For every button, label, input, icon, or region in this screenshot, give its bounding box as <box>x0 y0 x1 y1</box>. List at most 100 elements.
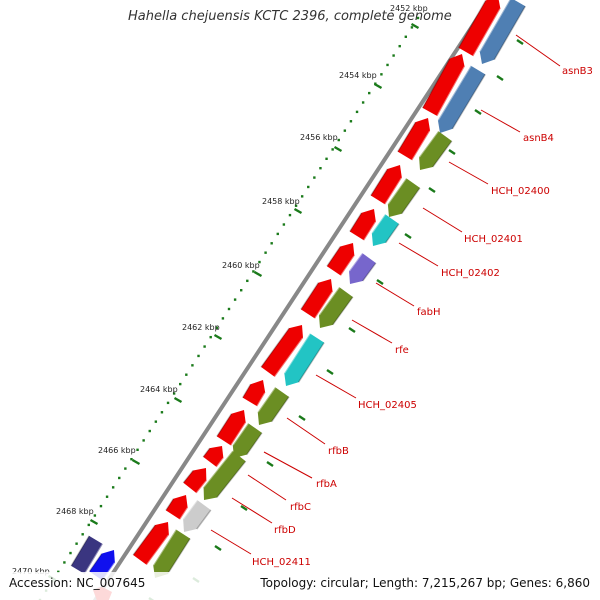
cds-forward-strand <box>349 209 377 242</box>
leader-line <box>286 417 326 445</box>
leader-line <box>351 319 393 344</box>
scale-dot <box>148 429 151 433</box>
outer-tick <box>240 505 248 511</box>
leader-line <box>315 374 357 399</box>
gene-label-asnb3: asnB3 <box>562 66 593 77</box>
scale-dot <box>87 523 90 527</box>
outer-tick <box>428 187 436 193</box>
cds-reverse-strand <box>437 65 486 133</box>
genome-backbone <box>92 0 492 600</box>
scale-dot <box>313 176 316 179</box>
cds-forward-strand <box>326 243 356 277</box>
gene-label-hch_02400: HCH_02400 <box>491 186 550 197</box>
outer-tick <box>348 327 356 333</box>
scale-dot <box>416 16 420 20</box>
scale-dot <box>124 467 127 470</box>
scale-dot <box>288 213 292 217</box>
tick-mark <box>173 396 183 404</box>
scale-dot <box>368 91 371 95</box>
tick-mark <box>333 145 343 153</box>
scale-dot <box>404 35 408 38</box>
outer-tick <box>376 279 384 285</box>
outer-tick <box>266 461 274 467</box>
dotted-scale-ring <box>38 16 420 600</box>
leader-line <box>247 474 287 501</box>
tick-label: 2452 kbp <box>390 4 428 13</box>
scale-dot <box>160 411 164 414</box>
scale-dot <box>386 63 389 67</box>
scale-dot <box>325 157 328 161</box>
cds-reverse-strand <box>370 213 400 246</box>
gene-label-rfbd: rfbD <box>274 525 296 536</box>
scale-dot <box>307 185 310 189</box>
tick-label: 2458 kbp <box>262 197 300 206</box>
gene-labels: asnB3 asnB4 HCH_02400 HCH_02401 HCH_02402fab… <box>252 66 593 568</box>
scale-dot <box>361 101 365 104</box>
cds-forward-strand <box>165 495 189 521</box>
cds-forward-strand <box>182 468 208 494</box>
gene-label-rfbc: rfbC <box>290 502 311 513</box>
tick-label: 2460 kbp <box>222 261 260 270</box>
scale-dot <box>331 148 334 151</box>
leader-line <box>448 161 489 185</box>
scale-dot <box>197 354 200 358</box>
scale-dot <box>136 448 139 452</box>
cds-reverse-strand <box>318 286 354 328</box>
scale-dot <box>319 166 322 170</box>
gene-label-hch_02405: HCH_02405 <box>358 400 417 411</box>
scale-dot <box>63 561 66 564</box>
scale-dot <box>154 420 158 423</box>
scale-dot <box>75 542 78 545</box>
scale-dot <box>209 335 212 339</box>
outer-tick <box>298 415 306 421</box>
scale-dot <box>130 457 133 461</box>
scale-dot <box>252 270 255 273</box>
tick-label: 2470 kbp <box>12 567 50 576</box>
scale-dot <box>172 392 176 395</box>
cds-forward-strand <box>300 279 334 320</box>
scale-dot <box>179 382 182 386</box>
scale-dot <box>355 110 359 114</box>
scale-dot <box>337 138 340 142</box>
scale-dot <box>398 44 401 48</box>
gene-label-hch_02401: HCH_02401 <box>464 234 523 245</box>
scale-dot <box>142 439 145 442</box>
cds-forward-strand <box>132 522 170 566</box>
cds-reverse-strand <box>152 528 191 578</box>
leader-line <box>422 207 463 233</box>
tick-label: 2468 kbp <box>56 507 94 516</box>
scale-dot <box>118 476 121 480</box>
scale-dot <box>276 232 279 236</box>
leader-line <box>398 242 439 267</box>
scale-dot <box>166 401 170 405</box>
tick-mark <box>131 458 141 466</box>
cds-forward-strand <box>260 325 304 378</box>
scale-dot <box>221 317 225 320</box>
leader-line <box>263 451 313 479</box>
gene-label-asnb4: asnB4 <box>523 133 554 144</box>
gene-label-rfe: rfe <box>395 345 409 356</box>
cds-navy <box>70 535 104 575</box>
tick-mark <box>213 333 223 341</box>
cds-forward-strand <box>370 165 403 206</box>
scale-dot <box>57 570 60 574</box>
scale-dot <box>227 307 231 311</box>
gene-label-leaders <box>210 34 561 555</box>
scale-dot <box>380 73 383 76</box>
scale-dot <box>343 129 347 132</box>
outer-tick <box>326 369 334 375</box>
scale-dot <box>111 486 115 489</box>
leader-line <box>375 282 415 307</box>
map-title: Hahella chejuensis KCTC 2396, complete g… <box>128 9 452 24</box>
scale-dot <box>239 289 243 292</box>
cds-reverse-strand <box>348 252 377 284</box>
cds-forward-strand <box>216 410 247 447</box>
outer-tick <box>404 233 412 239</box>
scale-dot <box>258 260 261 264</box>
scale-dot <box>69 551 72 555</box>
genome-summary-text: Topology: circular; Length: 7,215,267 bp… <box>260 576 590 590</box>
accession-text: Accession: NC_007645 <box>9 576 146 590</box>
scale-dot <box>233 298 237 301</box>
leader-line <box>515 34 561 67</box>
gene-label-rfba: rfbA <box>316 479 337 490</box>
